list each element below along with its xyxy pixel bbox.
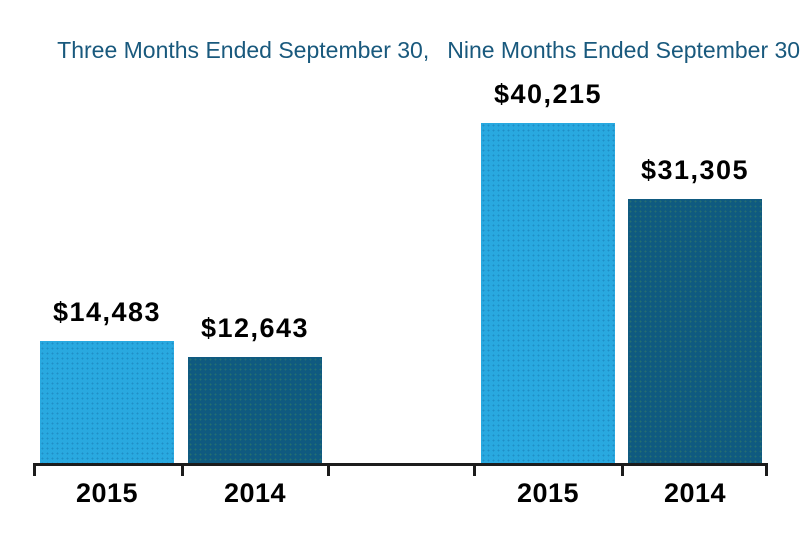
bar-value-label-nine-months-2015: $40,215 xyxy=(493,79,603,109)
chart-bar-nine-months-2015 xyxy=(481,123,615,464)
bar-value-label-three-months-2014: $12,643 xyxy=(200,313,310,343)
x-axis-label-nine-months-2014: 2014 xyxy=(663,478,727,508)
chart-bar-nine-months-2014 xyxy=(628,199,762,464)
chart-title: Three Months Ended September 30, Nine Mon… xyxy=(32,11,800,89)
x-axis-tick-4 xyxy=(621,463,624,476)
bar-value-label-nine-months-2014: $31,305 xyxy=(640,155,750,185)
x-axis-label-nine-months-2015: 2015 xyxy=(516,478,580,508)
x-axis-tick-3 xyxy=(473,463,476,476)
x-axis-tick-0 xyxy=(33,463,36,476)
x-axis-tick-1 xyxy=(181,463,184,476)
x-axis-line xyxy=(33,463,768,466)
x-axis-tick-2 xyxy=(327,463,330,476)
x-axis-label-three-months-2015: 2015 xyxy=(75,478,139,508)
x-axis-tick-5 xyxy=(765,463,768,476)
chart-title-nine-months: Nine Months Ended September 30, xyxy=(447,37,800,63)
chart-bar-three-months-2014 xyxy=(188,357,322,464)
bar-value-label-three-months-2015: $14,483 xyxy=(52,297,162,327)
chart-bar-three-months-2015 xyxy=(40,341,174,464)
chart-title-three-months: Three Months Ended September 30, xyxy=(57,37,430,63)
x-axis-label-three-months-2014: 2014 xyxy=(223,478,287,508)
